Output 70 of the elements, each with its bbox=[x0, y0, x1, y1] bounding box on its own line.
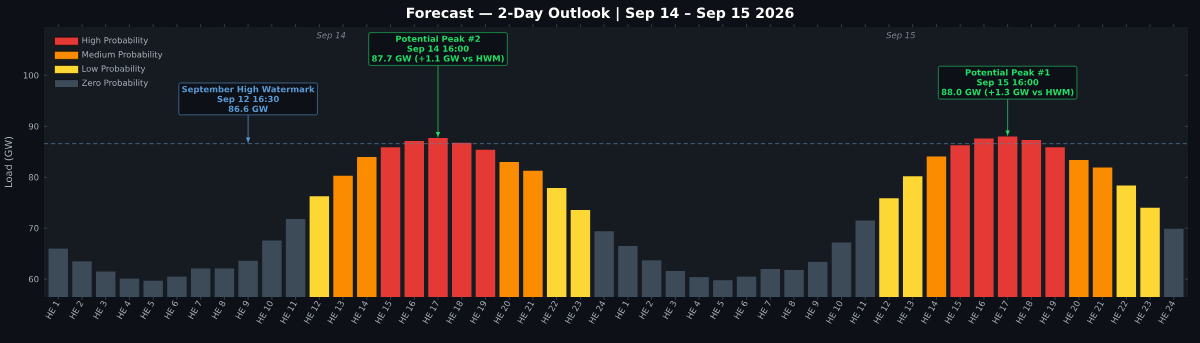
x-tick-label: HE 10 bbox=[825, 301, 843, 324]
x-tick-label: HE 2 bbox=[69, 301, 84, 320]
x-tick-label: HE 11 bbox=[849, 301, 867, 324]
legend-label: Zero Probability bbox=[81, 79, 149, 88]
y-tick-label: 100 bbox=[23, 72, 39, 79]
x-tick-label: HE 8 bbox=[781, 300, 795, 320]
x-tick-label: HE 8 bbox=[211, 300, 226, 320]
x-tick-label: HE 5 bbox=[140, 300, 154, 320]
x-tick-label: HE 7 bbox=[187, 300, 201, 320]
x-tick-label: HE 16 bbox=[968, 300, 985, 324]
x-tick-label: HE 9 bbox=[235, 301, 249, 320]
x-tick-label: HE 17 bbox=[991, 300, 1008, 324]
x-tick-label: HE 5 bbox=[709, 300, 724, 320]
x-tick-label: HE 23 bbox=[564, 301, 582, 324]
legend-label: High Probability bbox=[82, 36, 149, 46]
x-tick-label: HE 14 bbox=[351, 300, 368, 324]
annotation: Sep 14 bbox=[316, 31, 346, 40]
x-tick-label: HE 18 bbox=[1015, 300, 1033, 324]
annotation: Potential Peak #2 bbox=[396, 35, 480, 42]
x-tick-label: HE 18 bbox=[446, 300, 463, 324]
x-tick-label: HE 23 bbox=[1134, 301, 1151, 324]
x-tick-label: HE 22 bbox=[1110, 301, 1128, 324]
x-tick-label: HE 19 bbox=[469, 301, 487, 324]
annotation: Sep 12 16:30 bbox=[217, 95, 279, 104]
x-tick-label: HE 3 bbox=[662, 301, 677, 320]
legend-label: Low Probability bbox=[82, 65, 146, 74]
x-tick-label: HE 14 bbox=[920, 300, 938, 324]
x-tick-label: HE 10 bbox=[256, 301, 273, 324]
annotation: Sep 14 16:00 bbox=[407, 45, 469, 54]
y-tick-label: 60 bbox=[28, 275, 39, 283]
x-tick-label: HE 9 bbox=[804, 301, 819, 320]
x-tick-label: HE 6 bbox=[163, 300, 178, 320]
annotation: Sep 15 bbox=[886, 31, 916, 40]
x-tick-label: HE 19 bbox=[1039, 301, 1056, 324]
x-tick-label: HE 17 bbox=[422, 300, 439, 324]
x-tick-label: HE 12 bbox=[303, 301, 321, 324]
chart-title: Forecast — 2-Day Outlook | Sep 14 – Sep 15 2026 bbox=[407, 7, 794, 22]
x-tick-label: HE 21 bbox=[1086, 301, 1105, 324]
x-tick-label: HE 21 bbox=[517, 301, 535, 324]
annotation: Potential Peak #1 bbox=[965, 69, 1050, 76]
x-tick-label: HE 15 bbox=[374, 300, 392, 324]
x-tick-label: HE 4 bbox=[116, 300, 131, 320]
y-tick-label: 90 bbox=[28, 123, 39, 130]
x-tick-label: HE 15 bbox=[944, 300, 961, 324]
x-tick-label: HE 12 bbox=[873, 301, 891, 324]
y-tick-label: 80 bbox=[28, 174, 39, 181]
x-tick-label: HE 24 bbox=[588, 300, 606, 324]
x-tick-label: HE 2 bbox=[638, 301, 654, 320]
x-tick-label: HE 1 bbox=[45, 301, 60, 320]
x-tick-label: HE 24 bbox=[1158, 300, 1175, 324]
annotation: 86.6 GW bbox=[228, 105, 268, 113]
x-tick-label: HE 20 bbox=[493, 301, 511, 324]
x-tick-label: HE 22 bbox=[541, 301, 559, 324]
x-tick-label: HE 6 bbox=[733, 300, 748, 320]
x-tick-label: HE 11 bbox=[279, 301, 298, 324]
x-tick-label: HE 13 bbox=[327, 301, 344, 324]
y-axis-title: Load (GW) bbox=[4, 136, 14, 187]
annotation: September High Watermark bbox=[182, 85, 315, 95]
x-tick-label: HE 4 bbox=[686, 300, 701, 320]
x-tick-label: HE 7 bbox=[757, 300, 771, 320]
x-tick-label: HE 16 bbox=[398, 300, 416, 324]
annotation: 88.0 GW (+1.3 GW vs HWM) bbox=[941, 88, 1074, 97]
x-tick-label: HE 20 bbox=[1063, 301, 1080, 324]
legend-label: Medium Probability bbox=[82, 51, 163, 60]
x-tick-label: HE 13 bbox=[897, 301, 914, 324]
x-tick-label: HE 1 bbox=[614, 301, 630, 320]
annotation: 87.7 GW (+1.1 GW vs HWM) bbox=[372, 55, 504, 63]
x-tick-label: HE 3 bbox=[92, 301, 107, 320]
y-tick-label: 70 bbox=[28, 225, 39, 232]
annotation: Sep 15 16:00 bbox=[977, 79, 1039, 88]
